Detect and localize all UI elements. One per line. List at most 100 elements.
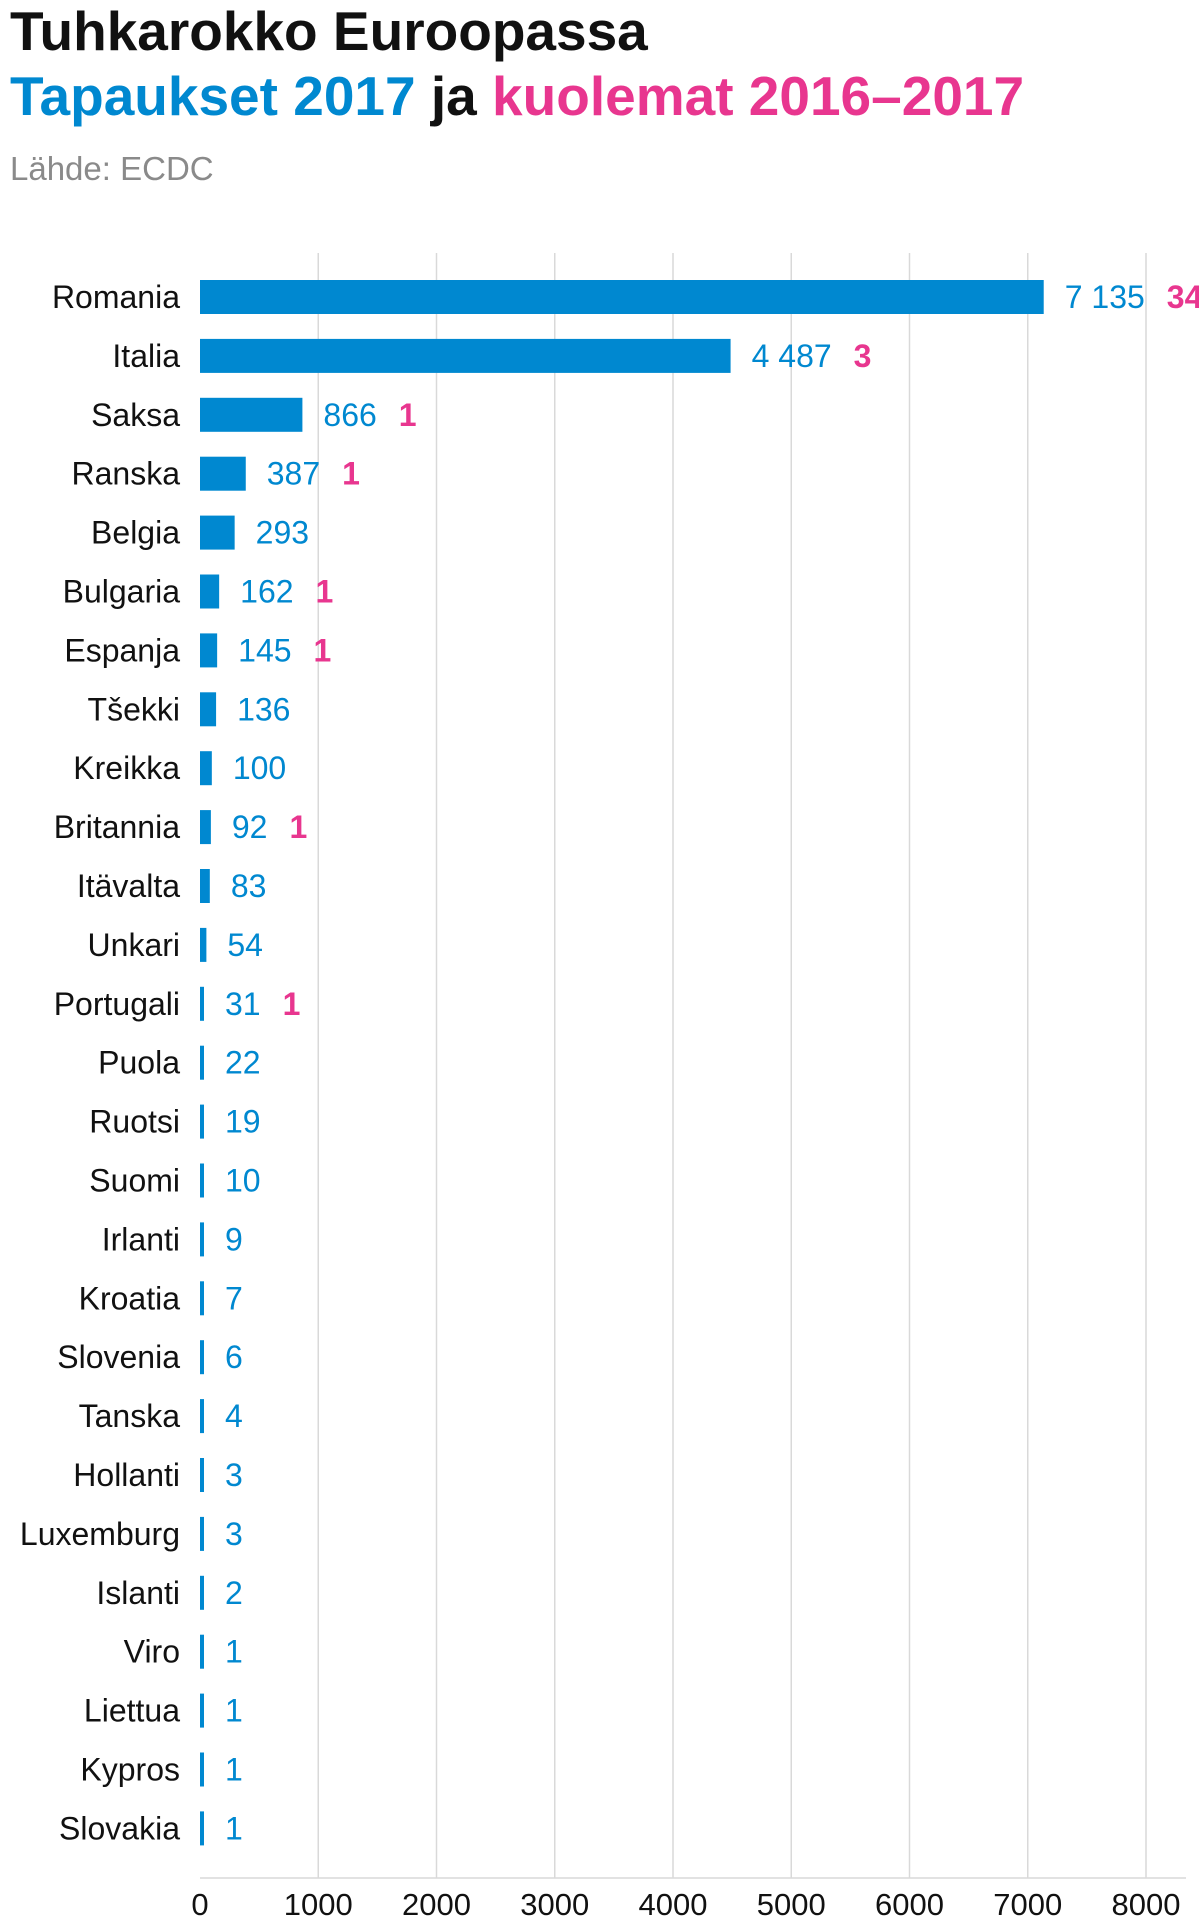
deaths-label: 34: [1167, 279, 1199, 315]
value-label: 2: [225, 1575, 243, 1611]
category-label: Viro: [124, 1634, 180, 1670]
category-label: Tanska: [79, 1398, 181, 1434]
value-label: 866: [323, 397, 376, 433]
category-label: Kypros: [80, 1752, 180, 1788]
bar: [200, 1222, 204, 1257]
subtitle-deaths: kuolemat 2016–2017: [492, 65, 1025, 127]
category-label: Saksa: [91, 397, 180, 433]
x-tick-label: 2000: [402, 1887, 471, 1922]
x-tick-label: 1000: [284, 1887, 353, 1922]
category-label: Bulgaria: [63, 574, 181, 610]
source-note: Lähde: ECDC: [10, 150, 214, 187]
x-tick-label: 6000: [875, 1887, 944, 1922]
x-tick-label: 3000: [520, 1887, 589, 1922]
value-label: 6: [225, 1339, 243, 1375]
value-label: 1: [225, 1752, 243, 1788]
deaths-label: 1: [316, 574, 334, 610]
x-tick-label: 5000: [757, 1887, 826, 1922]
bar: [200, 1399, 204, 1434]
category-label: Itävalta: [77, 868, 180, 904]
bar: [200, 1163, 204, 1198]
bar: [200, 1634, 204, 1669]
value-label: 54: [227, 927, 263, 963]
value-label: 83: [231, 868, 267, 904]
bar: [200, 397, 303, 432]
value-label: 4 487: [752, 338, 832, 374]
value-label: 3: [225, 1457, 243, 1493]
category-label: Ranska: [72, 456, 181, 492]
category-label: Belgia: [91, 515, 180, 551]
value-label: 145: [238, 632, 291, 668]
category-label: Unkari: [88, 927, 180, 963]
x-axis: 0 1000 2000 3000 4000 5000 6000 7000 8000: [191, 1877, 1186, 1922]
chart-header: Tuhkarokko Euroopassa Tapaukset 2017 ja …: [10, 0, 1190, 188]
category-label: Ruotsi: [89, 1104, 180, 1140]
bar: [200, 810, 211, 845]
value-label: 9: [225, 1221, 243, 1257]
deaths-label: 1: [289, 809, 307, 845]
category-label: Kroatia: [79, 1280, 181, 1316]
subtitle-cases: Tapaukset 2017: [10, 65, 416, 127]
bar: [200, 338, 731, 373]
bar: [200, 1458, 204, 1492]
value-label: 3: [225, 1516, 243, 1552]
value-label: 4: [225, 1398, 243, 1434]
category-label: Espanja: [64, 632, 180, 668]
bar: [200, 692, 217, 727]
category-label: Italia: [112, 338, 180, 374]
x-tick-label: 7000: [993, 1887, 1062, 1922]
bar: [200, 1104, 204, 1139]
category-label: Slovenia: [57, 1339, 180, 1375]
deaths-label: 1: [314, 632, 332, 668]
chart-title: Tuhkarokko Euroopassa: [10, 0, 648, 62]
category-label: Hollanti: [73, 1457, 180, 1493]
bar: [200, 456, 246, 491]
x-tick-label: 8000: [1112, 1887, 1181, 1922]
category-label: Luxemburg: [20, 1516, 180, 1552]
category-label: Islanti: [96, 1575, 180, 1611]
bar: [200, 1752, 204, 1787]
value-label: 7: [225, 1280, 243, 1316]
subtitle-join: ja: [430, 65, 477, 127]
bar: [200, 633, 218, 668]
category-label: Suomi: [89, 1163, 180, 1199]
bar: [200, 1693, 204, 1728]
value-label: 10: [225, 1163, 261, 1199]
bar: [200, 1575, 204, 1610]
bar: [200, 515, 235, 550]
deaths-label: 1: [283, 986, 301, 1022]
bar: [200, 986, 204, 1021]
value-label: 92: [232, 809, 268, 845]
value-label: 162: [240, 574, 293, 610]
value-label: 1: [225, 1693, 243, 1729]
bar: [200, 1340, 204, 1375]
value-label: 100: [233, 750, 286, 786]
value-label: 7 135: [1065, 279, 1145, 315]
category-label: Britannia: [54, 809, 181, 845]
deaths-label: 1: [342, 456, 360, 492]
category-label: Romania: [52, 279, 180, 315]
category-label: Puola: [98, 1045, 180, 1081]
deaths-label: 1: [399, 397, 417, 433]
value-label: 136: [237, 691, 290, 727]
value-label: 1: [225, 1634, 243, 1670]
category-label: Tšekki: [88, 691, 180, 727]
category-label: Irlanti: [102, 1221, 180, 1257]
deaths-label: 3: [854, 338, 872, 374]
value-label: 387: [267, 456, 320, 492]
category-label: Slovakia: [59, 1810, 180, 1846]
value-label: 19: [225, 1104, 261, 1140]
bar: [200, 1045, 204, 1080]
bar: [200, 1811, 204, 1846]
category-label: Kreikka: [73, 750, 180, 786]
bar: [200, 869, 210, 903]
bar: [200, 1281, 204, 1316]
value-label: 293: [256, 515, 309, 551]
bar: [200, 280, 1044, 314]
x-tick-label: 0: [191, 1887, 208, 1922]
bar: [200, 751, 212, 786]
bar: [200, 927, 207, 962]
category-label: Portugali: [54, 986, 180, 1022]
x-tick-label: 4000: [639, 1887, 708, 1922]
